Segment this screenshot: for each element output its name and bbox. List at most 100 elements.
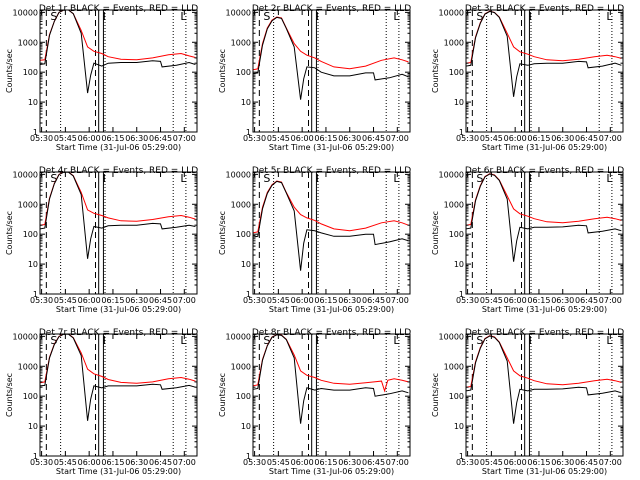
events-series-line <box>39 9 196 94</box>
y-axis-label: Counts/sec <box>431 49 440 93</box>
chart-title: Det 1r BLACK = Events, RED = LLD <box>39 4 198 14</box>
events-series-line <box>252 180 409 271</box>
x-tick-label: 06:30 <box>338 458 361 467</box>
x-tick-label: 05:45 <box>267 134 290 143</box>
lld-series-line <box>252 334 409 393</box>
x-tick-label: 05:45 <box>480 458 503 467</box>
marker-symbol: L <box>180 334 187 347</box>
y-tick-label: 1 <box>459 452 464 461</box>
x-tick-label: 05:30 <box>30 134 53 143</box>
x-tick-label: 06:15 <box>101 296 124 305</box>
marker-symbol: S <box>476 172 483 185</box>
marker-symbol: I <box>103 172 106 185</box>
x-tick-label: 06:45 <box>362 458 385 467</box>
x-tick-label: 05:45 <box>480 134 503 143</box>
marker-symbol: S <box>50 172 57 185</box>
y-tick-label: 1 <box>33 452 38 461</box>
y-tick-label: 100 <box>23 392 38 401</box>
marker-symbol: L <box>393 10 400 23</box>
x-tick-label: 06:00 <box>78 458 101 467</box>
x-axis-label: Start Time (31-Jul-06 05:29:00) <box>56 143 181 152</box>
y-tick-label: 100 <box>23 68 38 77</box>
y-tick-label: 1000 <box>444 362 464 371</box>
events-series-line <box>39 333 196 421</box>
x-tick-label: 07:00 <box>386 296 409 305</box>
y-tick-label: 1000 <box>18 38 38 47</box>
y-axis-label: Counts/sec <box>5 49 14 93</box>
lld-series-line <box>252 180 409 234</box>
x-axis-label: Start Time (31-Jul-06 05:29:00) <box>269 467 394 476</box>
y-tick-label: 100 <box>236 230 251 239</box>
marker-symbol: L <box>606 172 613 185</box>
x-axis-label: Start Time (31-Jul-06 05:29:00) <box>482 305 607 314</box>
x-tick-label: 06:45 <box>149 296 172 305</box>
plot-frame <box>465 333 624 457</box>
x-tick-label: 05:30 <box>456 458 479 467</box>
y-tick-label: 10 <box>241 422 251 431</box>
marker-symbol: L <box>606 10 613 23</box>
y-tick-label: 1 <box>246 128 251 137</box>
y-axis-label: Counts/sec <box>5 373 14 417</box>
plot-frame <box>465 9 624 133</box>
y-tick-label: 10 <box>28 260 38 269</box>
x-tick-label: 05:45 <box>267 296 290 305</box>
x-tick-label: 06:15 <box>314 296 337 305</box>
y-axis-label: Counts/sec <box>218 49 227 93</box>
x-tick-label: 06:30 <box>551 458 574 467</box>
x-tick-label: 06:30 <box>125 134 148 143</box>
x-tick-label: 05:30 <box>30 458 53 467</box>
x-tick-label: 07:00 <box>173 296 196 305</box>
plot-frame <box>465 171 624 295</box>
y-tick-label: 10 <box>454 98 464 107</box>
marker-symbol: S <box>263 10 270 23</box>
y-tick-label: 10000 <box>226 170 251 179</box>
events-series-line <box>465 173 622 262</box>
y-tick-label: 1000 <box>18 200 38 209</box>
y-tick-label: 10 <box>454 422 464 431</box>
y-tick-label: 1000 <box>444 200 464 209</box>
y-axis-label: Counts/sec <box>431 373 440 417</box>
events-series-line <box>252 16 409 100</box>
y-tick-label: 1000 <box>231 38 251 47</box>
marker-symbol: S <box>476 10 483 23</box>
plot-frame <box>39 171 198 295</box>
plot-frame <box>252 333 411 457</box>
x-tick-label: 06:30 <box>551 296 574 305</box>
x-tick-label: 07:00 <box>599 134 622 143</box>
x-tick-label: 06:00 <box>504 134 527 143</box>
events-series-line <box>39 171 196 259</box>
x-tick-label: 06:30 <box>125 458 148 467</box>
x-tick-label: 06:15 <box>527 134 550 143</box>
x-tick-label: 06:30 <box>338 134 361 143</box>
marker-symbol: S <box>50 334 57 347</box>
y-tick-label: 1000 <box>231 362 251 371</box>
x-tick-label: 06:00 <box>291 134 314 143</box>
lld-series-line <box>252 16 409 71</box>
y-tick-label: 1000 <box>18 362 38 371</box>
marker-symbol: I <box>103 334 106 347</box>
chart-title: Det 7r BLACK = Events, RED = LLD <box>39 328 198 338</box>
y-tick-label: 100 <box>449 230 464 239</box>
x-tick-label: 05:30 <box>30 296 53 305</box>
x-tick-label: 06:15 <box>101 134 124 143</box>
y-tick-label: 1 <box>33 290 38 299</box>
y-tick-label: 10000 <box>13 170 38 179</box>
x-tick-label: 05:30 <box>243 296 266 305</box>
chart-title: Det 3r BLACK = Events, RED = LLD <box>465 4 624 14</box>
x-tick-label: 07:00 <box>599 296 622 305</box>
x-axis-label: Start Time (31-Jul-06 05:29:00) <box>482 467 607 476</box>
y-tick-label: 10000 <box>439 170 464 179</box>
x-tick-label: 06:00 <box>291 296 314 305</box>
x-axis-label: Start Time (31-Jul-06 05:29:00) <box>56 467 181 476</box>
plot-frame <box>39 9 198 133</box>
y-tick-label: 10 <box>241 260 251 269</box>
chart-title: Det 9r BLACK = Events, RED = LLD <box>465 328 624 338</box>
x-tick-label: 06:45 <box>575 134 598 143</box>
chart-title: Det 4r BLACK = Events, RED = LLD <box>39 166 198 176</box>
x-tick-label: 05:45 <box>480 296 503 305</box>
x-tick-label: 05:45 <box>54 458 77 467</box>
chart-title: Det 6r BLACK = Events, RED = LLD <box>465 166 624 176</box>
